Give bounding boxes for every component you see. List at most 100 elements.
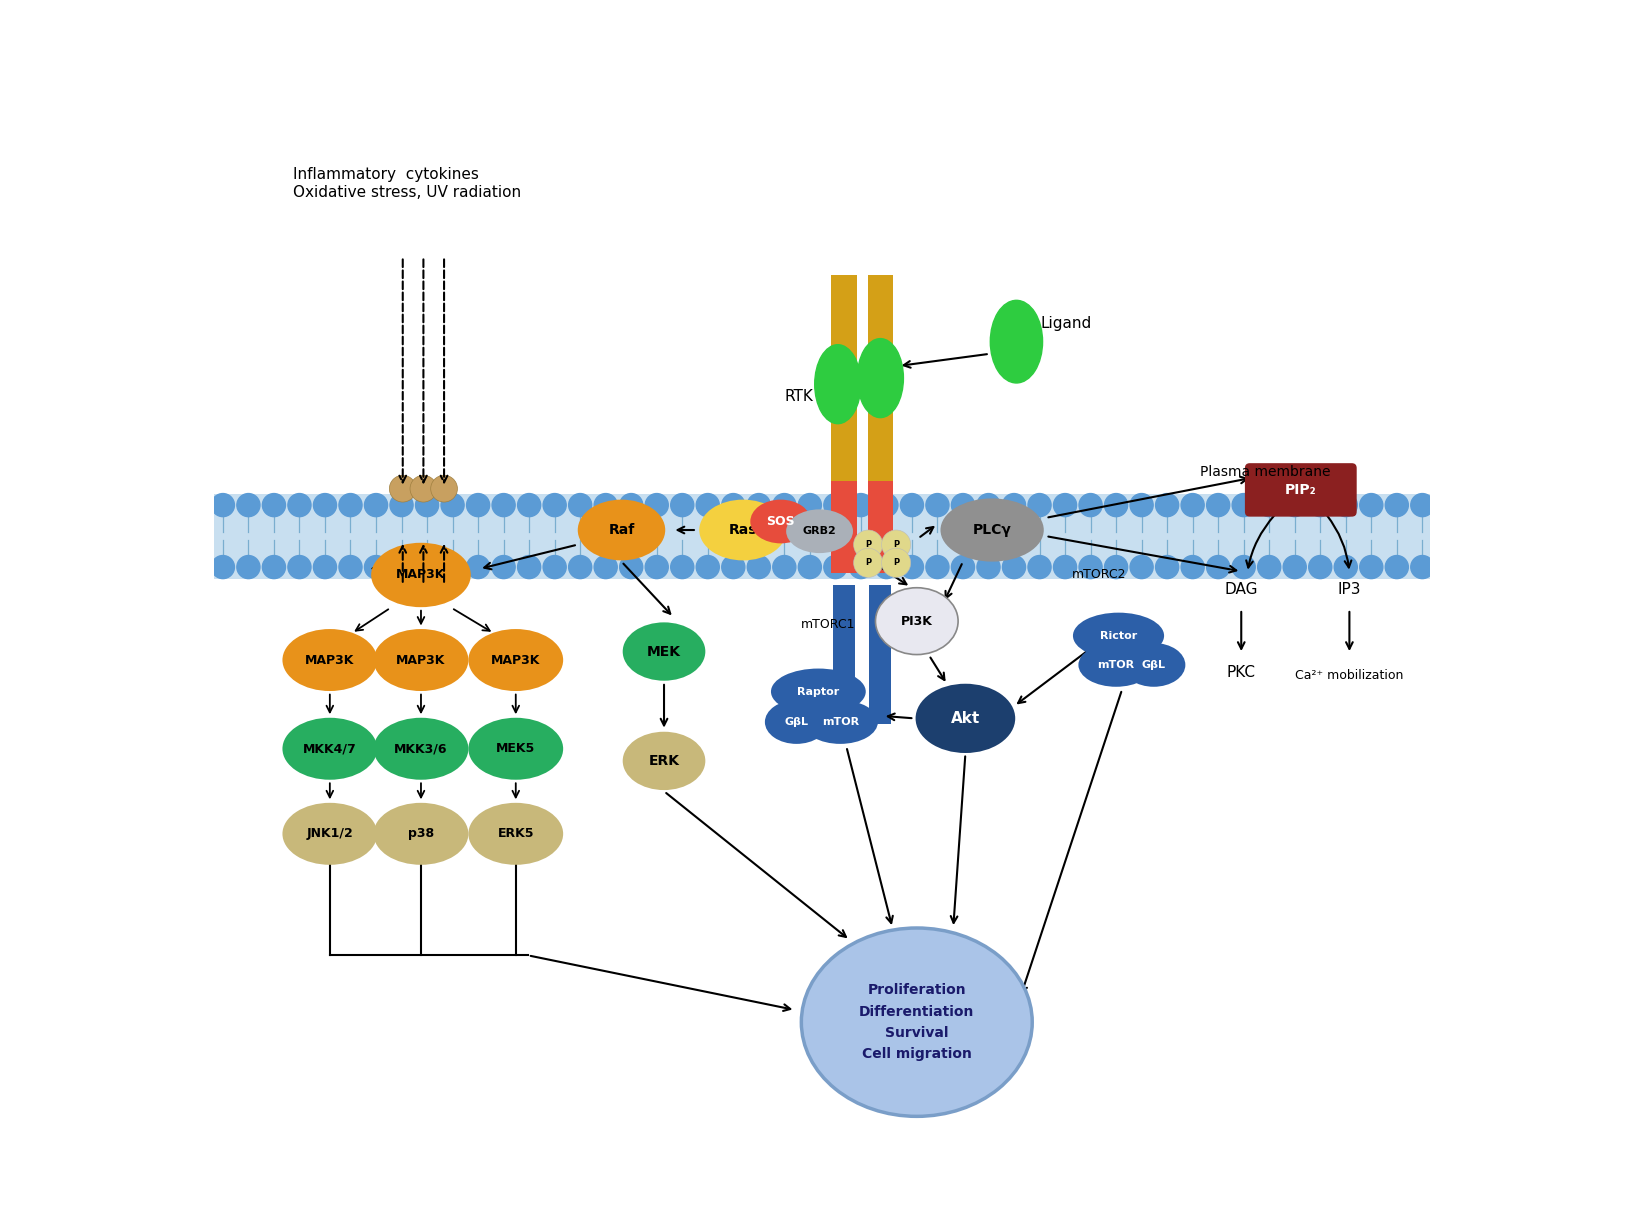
Ellipse shape xyxy=(1074,613,1164,659)
Text: Inflammatory  cytokines
Oxidative stress, UV radiation: Inflammatory cytokines Oxidative stress,… xyxy=(293,167,521,200)
Circle shape xyxy=(671,493,694,516)
Circle shape xyxy=(1156,555,1179,579)
Text: GβL: GβL xyxy=(1141,660,1166,670)
Circle shape xyxy=(748,493,771,516)
FancyBboxPatch shape xyxy=(832,481,857,572)
Text: Raptor: Raptor xyxy=(797,687,840,697)
Circle shape xyxy=(1284,555,1307,579)
Circle shape xyxy=(543,555,566,579)
Circle shape xyxy=(853,548,883,577)
Circle shape xyxy=(901,493,924,516)
Ellipse shape xyxy=(764,700,829,744)
Ellipse shape xyxy=(577,499,666,560)
Circle shape xyxy=(390,493,413,516)
Circle shape xyxy=(824,493,847,516)
Circle shape xyxy=(416,493,439,516)
Ellipse shape xyxy=(1123,643,1185,687)
Circle shape xyxy=(1054,493,1077,516)
Ellipse shape xyxy=(373,628,469,691)
Circle shape xyxy=(1156,493,1179,516)
Circle shape xyxy=(773,555,796,579)
Circle shape xyxy=(1078,493,1101,516)
Circle shape xyxy=(850,555,873,579)
Text: Proliferation
Differentiation
Survival
Cell migration: Proliferation Differentiation Survival C… xyxy=(860,983,975,1061)
Text: GβL: GβL xyxy=(784,717,809,727)
Circle shape xyxy=(671,555,694,579)
FancyBboxPatch shape xyxy=(214,493,1430,579)
Circle shape xyxy=(1054,555,1077,579)
FancyBboxPatch shape xyxy=(868,275,893,499)
Circle shape xyxy=(977,493,1000,516)
Circle shape xyxy=(1105,555,1128,579)
Text: PLCγ: PLCγ xyxy=(973,523,1011,537)
Ellipse shape xyxy=(857,339,904,418)
Circle shape xyxy=(952,555,975,579)
Text: MEK: MEK xyxy=(648,644,681,659)
Text: MAP3K: MAP3K xyxy=(396,654,446,666)
Circle shape xyxy=(543,493,566,516)
Circle shape xyxy=(875,555,898,579)
Ellipse shape xyxy=(802,700,878,744)
Circle shape xyxy=(881,548,911,577)
Ellipse shape xyxy=(876,588,958,654)
Circle shape xyxy=(1411,493,1434,516)
Circle shape xyxy=(850,493,873,516)
Ellipse shape xyxy=(623,622,705,681)
Text: P: P xyxy=(865,540,871,549)
Ellipse shape xyxy=(699,499,787,560)
Text: PIP₂: PIP₂ xyxy=(1286,482,1317,497)
Ellipse shape xyxy=(771,669,866,715)
Text: JNK1/2: JNK1/2 xyxy=(306,827,353,840)
Ellipse shape xyxy=(940,498,1044,561)
Text: DAG: DAG xyxy=(1225,582,1258,597)
Circle shape xyxy=(416,555,439,579)
Circle shape xyxy=(853,530,883,559)
Circle shape xyxy=(1231,555,1256,579)
Circle shape xyxy=(644,555,667,579)
Text: P: P xyxy=(865,558,871,568)
Circle shape xyxy=(1231,493,1256,516)
Circle shape xyxy=(1386,493,1409,516)
Circle shape xyxy=(518,555,541,579)
Ellipse shape xyxy=(623,732,705,790)
Circle shape xyxy=(1129,555,1152,579)
Circle shape xyxy=(1078,555,1101,579)
Ellipse shape xyxy=(373,803,469,865)
Circle shape xyxy=(977,555,1000,579)
Text: ERK5: ERK5 xyxy=(498,827,534,840)
Circle shape xyxy=(695,555,720,579)
Circle shape xyxy=(1028,493,1051,516)
Circle shape xyxy=(314,493,337,516)
Circle shape xyxy=(212,555,235,579)
Text: Akt: Akt xyxy=(950,711,980,726)
Circle shape xyxy=(365,493,388,516)
Circle shape xyxy=(409,475,437,502)
Ellipse shape xyxy=(786,509,853,553)
Circle shape xyxy=(1335,555,1358,579)
Ellipse shape xyxy=(1078,643,1154,687)
Text: P: P xyxy=(893,558,899,568)
Circle shape xyxy=(467,493,490,516)
Circle shape xyxy=(1309,555,1332,579)
Ellipse shape xyxy=(469,803,564,865)
Circle shape xyxy=(390,475,416,502)
Circle shape xyxy=(722,493,745,516)
Text: ERK: ERK xyxy=(648,754,679,767)
Ellipse shape xyxy=(372,543,470,608)
Circle shape xyxy=(799,493,822,516)
Circle shape xyxy=(593,555,616,579)
Circle shape xyxy=(644,493,667,516)
Circle shape xyxy=(695,493,720,516)
Circle shape xyxy=(1360,493,1383,516)
Circle shape xyxy=(390,555,413,579)
Circle shape xyxy=(620,555,643,579)
Circle shape xyxy=(365,555,388,579)
Circle shape xyxy=(1258,493,1281,516)
Circle shape xyxy=(1258,555,1281,579)
Text: mTORC1: mTORC1 xyxy=(801,619,855,631)
Circle shape xyxy=(569,555,592,579)
Text: mTOR: mTOR xyxy=(1098,660,1134,670)
Circle shape xyxy=(1309,493,1332,516)
Circle shape xyxy=(288,493,311,516)
Text: MKK3/6: MKK3/6 xyxy=(395,742,447,755)
